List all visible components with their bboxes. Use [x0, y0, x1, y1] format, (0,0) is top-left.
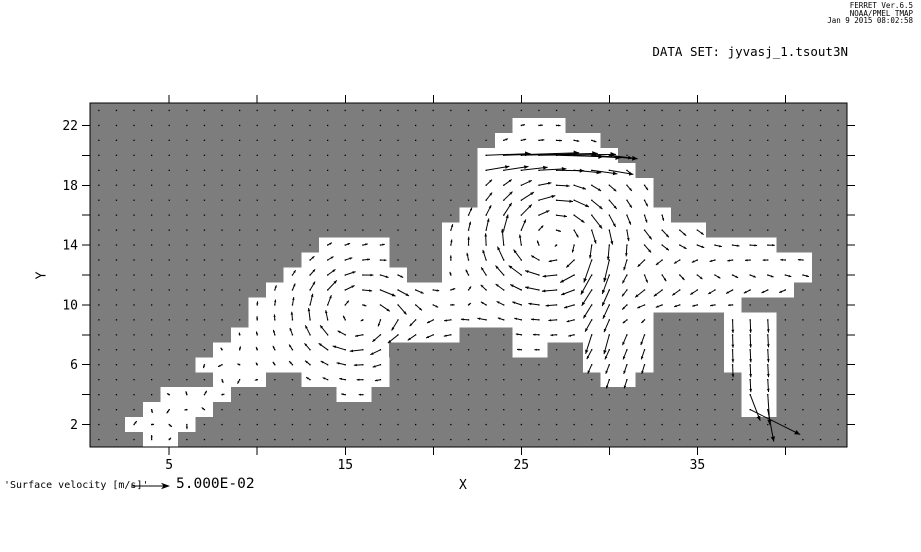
svg-text:6: 6: [70, 358, 78, 373]
ferret-org-text: NOAA/PMEL TMAP: [849, 8, 913, 18]
svg-text:14: 14: [62, 239, 78, 254]
vector-scale-value: 5.000E-02: [176, 476, 255, 492]
tick-labels: 5 15 25 35 2 6 10 14 18 22: [62, 119, 705, 473]
svg-text:35: 35: [690, 458, 706, 473]
svg-text:15: 15: [337, 458, 353, 473]
svg-text:2: 2: [70, 418, 78, 433]
ferret-timestamp-text: Jan 9 2015 08:02:58: [827, 16, 913, 25]
vector-scale-label: 'Surface velocity [m/s]': [4, 480, 149, 491]
svg-text:18: 18: [62, 179, 78, 194]
axes-frame: [82, 95, 855, 455]
svg-text:5: 5: [165, 458, 173, 473]
dataset-title: DATA SET: jyvasj_1.tsout3N: [652, 44, 848, 59]
ferret-run-info: FERRET Ver.6.5 NOAA/PMEL TMAP Jan 9 2015…: [827, 2, 913, 25]
svg-text:10: 10: [62, 298, 78, 313]
svg-text:22: 22: [62, 119, 78, 134]
x-axis-label: X: [459, 478, 467, 493]
svg-text:25: 25: [513, 458, 529, 473]
velocity-arrows: [133, 124, 810, 442]
ferret-version-text: FERRET Ver.6.5: [849, 1, 913, 10]
y-axis-label: Y: [34, 271, 50, 280]
vector-scale-arrow-icon: [131, 482, 170, 490]
